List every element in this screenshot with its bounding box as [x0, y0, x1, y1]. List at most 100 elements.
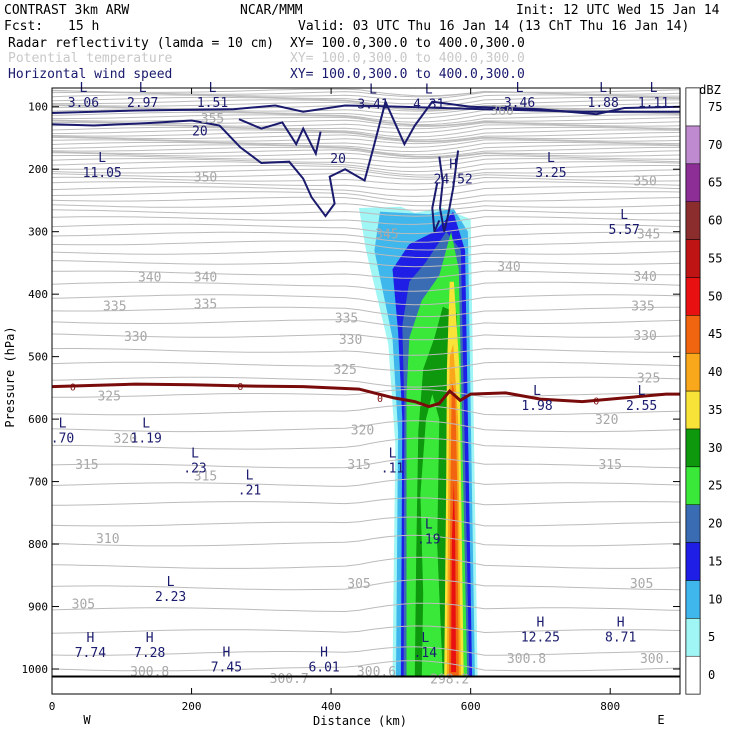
theta-contour-line [51, 96, 681, 108]
extremum-marker: H7.45 [211, 645, 242, 675]
colorbar-tick-label: 75 [708, 100, 722, 114]
theta-contour-line [51, 602, 681, 613]
theta-contour-line [51, 129, 681, 141]
theta-contour-line [51, 144, 681, 156]
theta-contour-line [51, 176, 681, 185]
org-label: NCAR/MMM [240, 3, 303, 18]
x-tick-label: 0 [49, 700, 56, 713]
theta-contour-line [51, 240, 681, 251]
extremum-marker: L.11 [381, 447, 404, 477]
x-tick-label: 800 [600, 700, 620, 713]
theta-contour-line [51, 203, 681, 211]
extremum-marker: L.21 [238, 469, 261, 499]
extremum-marker: L2.55 [626, 384, 657, 414]
theta-contour-label: 300.6 [357, 665, 396, 680]
extremum-type-label: L [167, 575, 175, 590]
extremum-value-label: 3.46 [504, 96, 535, 111]
extremum-marker: H6.01 [308, 645, 339, 675]
colorbar-swatch [685, 277, 701, 316]
colorbar-swatch [685, 239, 701, 278]
wind-contour-lines [51, 98, 681, 233]
theta-contour-line [52, 437, 681, 450]
extremum-type-label: H [320, 645, 328, 660]
wind-extrema-labels: L3.06L2.97L1.51L3.41L4.31L3.46L1.88L1.11… [51, 81, 669, 675]
extremum-marker: L3.41 [357, 83, 388, 113]
theta-contour-line [51, 141, 681, 153]
field-3-xy: XY= 100.0,300.0 to 400.0,300.0 [290, 67, 525, 82]
theta-contour-label: 355 [201, 112, 224, 127]
init-time: Init: 12 UTC Wed 15 Jan 14 [516, 3, 720, 18]
y-tick-label: 900 [28, 601, 48, 614]
extremum-marker: H8.71 [605, 615, 636, 645]
plot-area: 0 0 0 0 355 360 350 350 345 345 340 340 340 340 335 33… [51, 81, 681, 695]
theta-contour-line [51, 348, 681, 356]
theta-contour-line [51, 420, 681, 433]
colorbar-swatch [685, 542, 701, 581]
theta-contour-line [51, 131, 681, 142]
y-tick-label: 100 [28, 101, 48, 114]
theta-contour-label: 340 [633, 270, 656, 285]
extremum-type-label: L [620, 208, 628, 223]
theta-contour-line [52, 114, 681, 125]
theta-contour-line [51, 136, 681, 145]
extremum-value-label: 2.55 [626, 399, 657, 414]
freezing-level-label: 0 [593, 396, 599, 407]
colorbar-swatch [685, 466, 701, 505]
wind-contour-line [51, 98, 681, 218]
colorbar-swatch [685, 87, 701, 127]
y-tick-label: 300 [28, 226, 48, 239]
theta-contour-line [51, 154, 680, 163]
extremum-value-label: .23 [183, 462, 206, 477]
extremum-type-label: L [421, 631, 429, 646]
colorbar-swatch [685, 163, 701, 202]
theta-contour-line [51, 126, 681, 138]
y-tick-label: 800 [28, 538, 48, 551]
theta-contour-line [51, 139, 681, 148]
theta-contour-line [51, 294, 681, 306]
extremum-value-label: 2.97 [127, 96, 158, 111]
extremum-value-label: 1.98 [521, 399, 552, 414]
y-tick-label: 500 [28, 351, 48, 364]
theta-contour-line [51, 181, 681, 191]
extremum-value-label: 1.51 [197, 96, 228, 111]
x-tick-label: 400 [321, 700, 341, 713]
model-title: CONTRAST 3km ARW [4, 3, 129, 18]
extremum-type-label: L [139, 81, 147, 96]
theta-contour-label: 340 [138, 271, 161, 286]
colorbar-swatch [685, 580, 701, 619]
theta-contour-line [51, 101, 681, 111]
field-2-xy: XY= 100.0,300.0 to 400.0,300.0 [290, 51, 525, 66]
field-1-name: Radar reflectivity (lamda = 10 cm) [8, 36, 274, 51]
extremum-type-label: L [533, 384, 541, 399]
colorbar-swatch [685, 504, 701, 543]
theta-contour-line [51, 94, 681, 105]
extremum-marker: H24.52 [434, 158, 473, 188]
colorbar-tick-label: 5 [708, 630, 715, 644]
theta-contour-line [51, 186, 681, 197]
extremum-value-label: 8.71 [605, 630, 636, 645]
extremum-marker: L.23 [183, 447, 206, 477]
theta-contour-lines [51, 88, 681, 672]
theta-contour-line [51, 231, 681, 243]
x-end-label-west: W [83, 713, 91, 727]
theta-contour-label: 330 [339, 333, 362, 348]
extremum-value-label: 6.01 [308, 660, 339, 675]
theta-contour-line [51, 333, 681, 341]
y-axis-label: Pressure (hPa) [3, 326, 17, 427]
theta-contour-label: 310 [96, 532, 119, 547]
theta-contour-line [51, 165, 681, 176]
colorbar-tick-label: 10 [708, 592, 722, 606]
colorbar-tick-label: 50 [708, 289, 722, 303]
colorbar-swatch [685, 352, 701, 392]
freezing-level-label: 0 [237, 382, 243, 393]
extremum-type-label: L [142, 417, 150, 432]
extremum-marker: H7.28 [134, 631, 165, 661]
y-tick-label: 600 [28, 413, 48, 426]
theta-contour-line [51, 270, 680, 279]
extremum-marker: L5.57 [609, 208, 640, 238]
colorbar-tick-label: 60 [708, 214, 722, 228]
wind-contour-line [238, 118, 322, 157]
theta-contour-label: 305 [72, 597, 95, 612]
